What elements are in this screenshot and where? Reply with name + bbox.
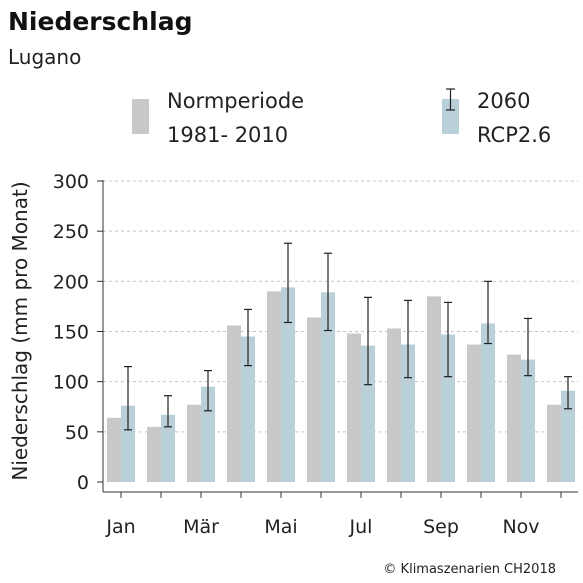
bar-rcp26-Aug	[401, 344, 415, 482]
bar-rcp26-Dez	[561, 390, 575, 482]
legend-swatch-rcp26	[442, 99, 459, 134]
bar-normperiode-Jan	[107, 417, 121, 482]
bar-rcp26-Mai	[281, 287, 295, 482]
x-tick-label-Sep: Sep	[423, 516, 459, 538]
errorbar-rcp26-Apr	[244, 308, 252, 367]
y-tick-label: 100	[53, 372, 89, 394]
bar-normperiode-Jul	[347, 333, 361, 482]
bar-rcp26-Jul	[361, 345, 375, 482]
y-tick-label: 0	[77, 472, 89, 494]
bar-normperiode-Apr	[227, 325, 241, 482]
x-tick-label-Mär: Mär	[183, 516, 219, 538]
legend-label-rcp26-line1: 2060	[477, 89, 530, 113]
errorbar-rcp26-Nov	[524, 317, 532, 377]
legend-label-rcp26-line2: RCP2.6	[477, 123, 551, 147]
bar-rcp26-Jun	[321, 292, 335, 482]
x-tick-label-Jul: Jul	[349, 516, 373, 538]
y-tick-label: 200	[53, 271, 89, 293]
bar-normperiode-Nov	[507, 354, 521, 482]
bar-normperiode-Feb	[147, 426, 161, 482]
legend-label-normperiode-line2: 1981- 2010	[167, 123, 288, 147]
bar-rcp26-Okt	[481, 323, 495, 482]
bar-normperiode-Sep	[427, 296, 441, 482]
bar-normperiode-Mai	[267, 291, 281, 482]
y-tick-label: 50	[65, 422, 89, 444]
bar-normperiode-Aug	[387, 328, 401, 482]
legend-swatch-normperiode	[132, 99, 149, 134]
x-tick-label-Nov: Nov	[502, 516, 539, 538]
errorbar-rcp26-Jul	[364, 296, 372, 386]
bar-rcp26-Sep	[441, 334, 455, 482]
x-tick-label-Jan: Jan	[105, 516, 135, 538]
errorbar-rcp26-Okt	[484, 280, 492, 345]
legend-label-normperiode-line1: Normperiode	[167, 89, 304, 113]
copyright-credit: © Klimaszenarien CH2018	[383, 562, 556, 577]
bar-normperiode-Dez	[547, 404, 561, 482]
errorbar-rcp26-Sep	[444, 301, 452, 378]
chart-subtitle: Lugano	[8, 45, 81, 69]
errorbar-rcp26-Mai	[284, 242, 292, 324]
bar-rcp26-Jan	[121, 405, 135, 482]
bar-rcp26-Apr	[241, 336, 255, 482]
axes: 0 50 100 150 200 250 300 Jan Mär Mai Jul Sep Nov	[53, 171, 578, 538]
legend: Normperiode 1981- 2010 2060 RCP2.6	[132, 88, 551, 147]
errorbar-rcp26-Dez	[564, 376, 572, 410]
bar-normperiode-Okt	[467, 344, 481, 482]
bars	[107, 242, 575, 482]
chart-title: Niederschlag	[8, 7, 192, 36]
bar-rcp26-Nov	[521, 359, 535, 482]
y-axis-label: Niederschlag (mm pro Monat)	[8, 181, 32, 480]
errorbar-rcp26-Aug	[404, 299, 412, 379]
y-tick-label: 250	[53, 221, 89, 243]
errorbar-rcp26-Jan	[124, 366, 132, 431]
bar-normperiode-Mär	[187, 404, 201, 482]
y-tick-label: 150	[53, 322, 89, 344]
errorbar-rcp26-Jun	[324, 252, 332, 332]
x-tick-label-Mai: Mai	[264, 516, 297, 538]
grid-lines	[103, 180, 578, 433]
y-tick-label: 300	[53, 171, 89, 193]
errorbar-rcp26-Mär	[204, 370, 212, 412]
bar-rcp26-Feb	[161, 414, 175, 482]
bar-normperiode-Jun	[307, 317, 321, 482]
errorbar-rcp26-Feb	[164, 395, 172, 428]
